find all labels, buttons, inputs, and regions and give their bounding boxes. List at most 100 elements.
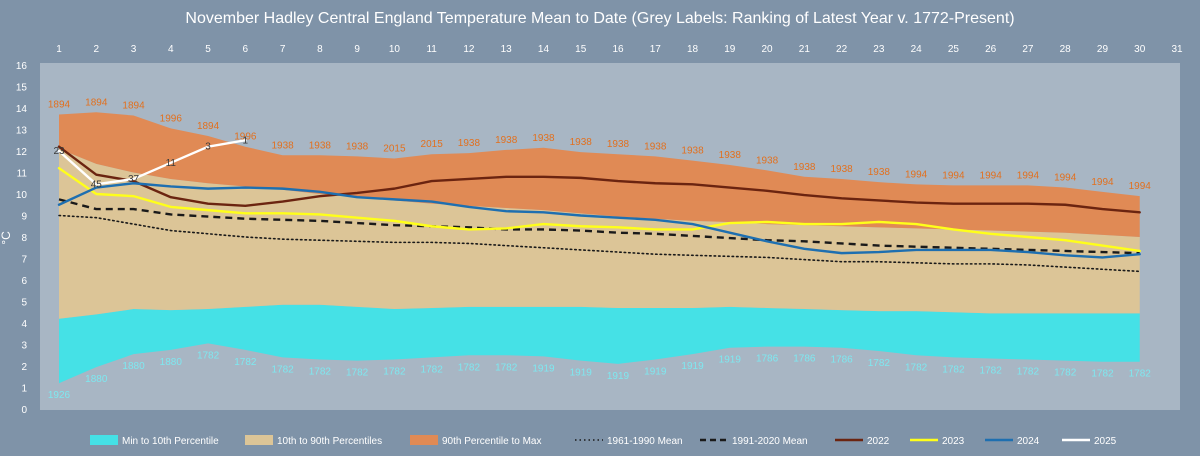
x-tick-label: 28 [1060, 44, 1072, 55]
x-tick-label: 25 [948, 44, 960, 55]
series-line-2024 [57, 182, 1141, 259]
y-tick-label: 4 [21, 319, 27, 330]
record-low-label: 1782 [942, 364, 965, 375]
record-high-label: 1938 [532, 133, 555, 144]
record-low-label: 1919 [570, 368, 593, 379]
record-low-label: 1926 [48, 390, 71, 401]
record-high-label: 1938 [830, 164, 853, 175]
x-tick-label: 31 [1171, 44, 1183, 55]
x-tick-label: 30 [1134, 44, 1146, 55]
y-axis-label: °C [0, 231, 13, 245]
x-tick-label: 8 [317, 44, 323, 55]
x-tick-label: 2 [93, 44, 99, 55]
rank-label: 3 [205, 142, 211, 153]
record-high-label: 1938 [271, 140, 294, 151]
record-low-label: 1782 [980, 365, 1003, 376]
x-tick-label: 15 [575, 44, 587, 55]
record-high-label: 1996 [234, 132, 257, 143]
rank-label: 23 [53, 146, 65, 157]
legend-label-2022: 2022 [867, 436, 890, 447]
y-tick-label: 8 [21, 233, 27, 244]
chart-title: November Hadley Central England Temperat… [185, 10, 1014, 27]
record-high-label: 1938 [681, 146, 704, 157]
x-tick-label: 9 [354, 44, 360, 55]
y-tick-label: 10 [16, 190, 28, 201]
rank-label: 37 [128, 174, 140, 185]
record-low-label: 1786 [756, 354, 779, 365]
record-high-label: 1994 [1091, 177, 1114, 188]
data-label-layer: 1894 1894 1894 1996 1894 1996 1938 1938 1938 2015… [48, 97, 1151, 401]
x-tick-label: 11 [426, 44, 437, 55]
record-high-label: 1994 [1129, 181, 1152, 192]
record-high-label: 1938 [868, 167, 891, 178]
x-tick-label: 12 [463, 44, 475, 55]
y-tick-label: 0 [21, 405, 27, 416]
y-tick-label: 9 [21, 212, 27, 223]
x-tick-label: 21 [799, 44, 811, 55]
record-high-label: 1938 [793, 162, 816, 173]
record-high-label: 1994 [942, 170, 965, 181]
y-tick-label: 6 [21, 276, 27, 287]
record-low-label: 1782 [383, 367, 406, 378]
record-low-label: 1919 [681, 361, 704, 372]
series-line-2022 [57, 145, 1141, 214]
x-tick-label: 26 [985, 44, 997, 55]
record-low-label: 1782 [495, 362, 518, 373]
x-tick-label: 6 [243, 44, 249, 55]
series-line-2025 [57, 139, 247, 186]
record-high-label: 1938 [644, 141, 667, 152]
record-high-label: 1994 [1017, 170, 1040, 181]
record-high-label: 1938 [309, 140, 332, 151]
x-tick-label: 13 [501, 44, 513, 55]
record-low-label: 1786 [830, 355, 853, 366]
x-tick-label: 20 [762, 44, 774, 55]
legend-label-min-to-10th-percentile: Min to 10th Percentile [122, 436, 219, 447]
record-low-label: 1786 [793, 354, 816, 365]
record-high-label: 1938 [756, 155, 779, 166]
record-high-label: 1938 [495, 135, 518, 146]
band-min-to-p10 [59, 304, 1140, 384]
legend-label-2023: 2023 [942, 436, 965, 447]
x-tick-label: 18 [687, 44, 699, 55]
x-tick-label: 14 [538, 44, 550, 55]
x-tick-label: 27 [1022, 44, 1034, 55]
record-high-label: 1938 [346, 141, 369, 152]
y-tick-label: 3 [21, 341, 27, 352]
legend-label-2024: 2024 [1017, 436, 1040, 447]
record-high-label: 1938 [570, 137, 593, 148]
y-tick-label: 11 [17, 169, 28, 180]
record-high-label: 2015 [383, 144, 406, 155]
x-tick-label: 17 [650, 44, 662, 55]
y-tick-label: 5 [21, 298, 27, 309]
record-low-label: 1782 [868, 358, 891, 369]
x-tick-label: 1 [56, 44, 62, 55]
record-high-label: 1894 [122, 101, 145, 112]
legend-label-1991-2020-mean: 1991-2020 Mean [732, 436, 808, 447]
record-low-label: 1782 [1017, 367, 1040, 378]
x-tick-layer: 1 2 3 4 5 6 7 8 9 10 11 12 13 14 15 16 17 18 19 20 21 22 23 24 2… [56, 44, 1183, 55]
y-tick-label: 12 [16, 147, 28, 158]
record-high-label: 1894 [48, 99, 71, 110]
record-low-label: 1880 [122, 361, 145, 372]
lines-layer [57, 139, 1141, 273]
x-tick-label: 19 [724, 44, 736, 55]
record-low-label: 1782 [234, 357, 257, 368]
x-tick-label: 3 [131, 44, 137, 55]
legend-label-2025: 2025 [1094, 436, 1117, 447]
x-tick-label: 10 [389, 44, 401, 55]
record-high-label: 1938 [607, 139, 630, 150]
x-tick-label: 22 [836, 44, 848, 55]
rank-label: 45 [91, 179, 103, 190]
bands-layer [59, 112, 1140, 384]
record-high-label: 1994 [1054, 173, 1077, 184]
record-high-label: 2015 [421, 139, 444, 150]
series-line-2023 [57, 167, 1141, 253]
legend-swatch-90th-percentile-to-max [410, 435, 438, 445]
y-tick-label: 16 [16, 61, 28, 72]
record-low-label: 1782 [458, 362, 481, 373]
x-tick-label: 29 [1097, 44, 1109, 55]
record-low-label: 1919 [532, 363, 555, 374]
x-tick-label: 7 [280, 44, 286, 55]
record-high-label: 1994 [980, 170, 1003, 181]
